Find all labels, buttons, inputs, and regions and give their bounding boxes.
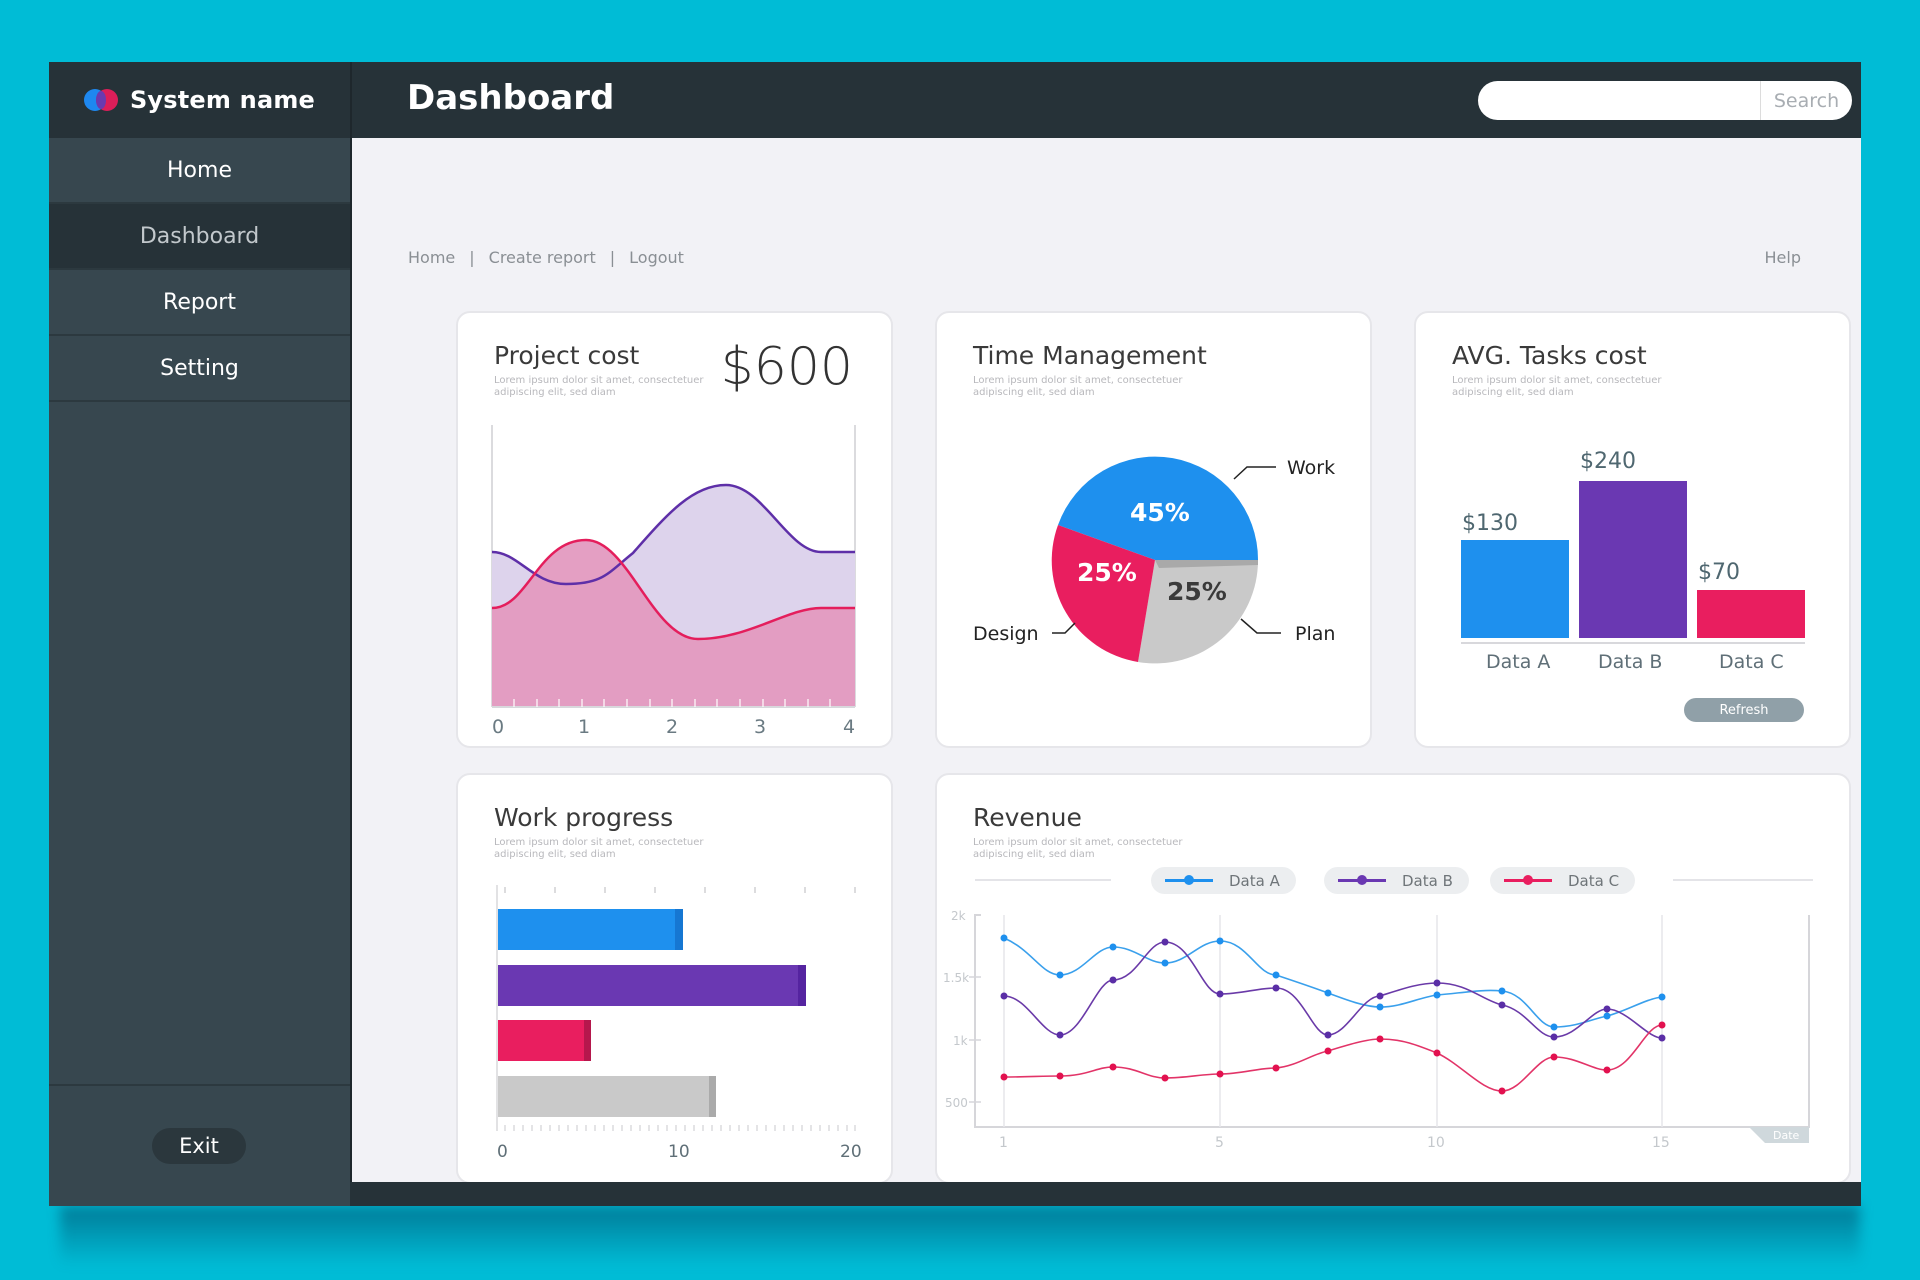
- card-revenue: Revenue Lorem ipsum dolor sit amet, cons…: [935, 773, 1851, 1184]
- bar-label-b: Data B: [1598, 651, 1662, 673]
- revenue-line-chart: 2k 1.5k 1k 500 1 5 10 15 Date: [943, 909, 1810, 1151]
- system-name: System name: [129, 86, 316, 114]
- sidebar-item-home[interactable]: Home: [49, 138, 350, 204]
- breadcrumb-separator: |: [609, 248, 616, 267]
- x-tick: 2: [666, 716, 678, 738]
- brand: System name: [49, 62, 350, 138]
- app-window: System name Home Dashboard Report Settin…: [49, 62, 1861, 1206]
- project-cost-area-chart: 0 1 2 3 4: [491, 425, 856, 738]
- legend-divider-left: [975, 879, 1111, 881]
- sidebar-item-report[interactable]: Report: [49, 270, 350, 336]
- breadcrumb-home[interactable]: Home: [408, 248, 456, 267]
- search-button[interactable]: Search: [1760, 81, 1852, 120]
- footer-bar: [352, 1182, 1861, 1206]
- pie-label-design: 25%: [1077, 558, 1137, 587]
- bar-value-c: $70: [1698, 560, 1740, 585]
- bar-value-a: $130: [1462, 511, 1518, 536]
- pie-label-work: 45%: [1130, 498, 1190, 527]
- refresh-button[interactable]: Refresh: [1684, 698, 1804, 722]
- card-subtitle: Lorem ipsum dolor sit amet, consectetuer…: [1452, 375, 1662, 398]
- y-tick: 2k: [951, 909, 966, 923]
- pie-legend-work: Work: [1287, 457, 1335, 479]
- card-subtitle: Lorem ipsum dolor sit amet, consectetuer…: [494, 375, 704, 398]
- card-time-management: Time Management Lorem ipsum dolor sit am…: [935, 311, 1372, 748]
- x-tick: 0: [492, 716, 504, 738]
- card-avg-tasks-cost: AVG. Tasks cost Lorem ipsum dolor sit am…: [1414, 311, 1851, 748]
- sidebar-divider: [49, 1084, 350, 1086]
- card-title: Project cost: [494, 341, 640, 370]
- main-content: Home | Create report | Logout Help Proje…: [352, 138, 1861, 1184]
- card-project-cost: Project cost Lorem ipsum dolor sit amet,…: [456, 311, 893, 748]
- card-subtitle: Lorem ipsum dolor sit amet, consectetuer…: [973, 837, 1183, 860]
- y-tick: 1.5k: [943, 971, 969, 985]
- card-title: Time Management: [973, 341, 1207, 370]
- x-tick: 10: [1427, 1135, 1445, 1151]
- card-title: Revenue: [973, 803, 1082, 832]
- pie-label-plan: 25%: [1167, 577, 1227, 606]
- card-title: Work progress: [494, 803, 674, 832]
- legend-label: Data A: [1229, 871, 1280, 890]
- card-work-progress: Work progress Lorem ipsum dolor sit amet…: [456, 773, 893, 1184]
- x-tick: 5: [1215, 1135, 1224, 1151]
- legend-divider-right: [1673, 879, 1813, 881]
- sidebar-item-setting[interactable]: Setting: [49, 336, 350, 402]
- x-tick: 3: [754, 716, 766, 738]
- exit-button[interactable]: Exit: [152, 1128, 246, 1164]
- card-title: AVG. Tasks cost: [1452, 341, 1647, 370]
- legend-data-b[interactable]: Data B: [1324, 867, 1469, 894]
- legend-label: Data B: [1402, 871, 1453, 890]
- page-title: Dashboard: [407, 78, 615, 118]
- breadcrumb-logout[interactable]: Logout: [629, 248, 684, 267]
- breadcrumb-separator: |: [469, 248, 475, 267]
- pie-legend-plan: Plan: [1295, 623, 1335, 645]
- logo-icon: [83, 89, 118, 111]
- help-link[interactable]: Help: [1764, 248, 1801, 267]
- x-tick: 15: [1652, 1135, 1670, 1151]
- legend-data-c[interactable]: Data C: [1490, 867, 1636, 894]
- x-tick: 1: [578, 716, 590, 738]
- bar-label-a: Data A: [1486, 651, 1550, 673]
- sidebar-nav: Home Dashboard Report Setting: [49, 138, 350, 402]
- y-tick: 500: [945, 1096, 968, 1110]
- x-tick: 1: [999, 1135, 1008, 1151]
- card-subtitle: Lorem ipsum dolor sit amet, consectetuer…: [973, 375, 1183, 398]
- line-marker-icon: [1165, 875, 1213, 885]
- line-marker-icon: [1504, 875, 1552, 885]
- pie-legend-design: Design: [973, 623, 1039, 645]
- y-tick: 1k: [953, 1034, 968, 1048]
- legend-label: Data C: [1568, 871, 1620, 890]
- top-header: Dashboard Search: [352, 62, 1861, 138]
- bar-value-b: $240: [1580, 449, 1636, 474]
- x-tick: 0: [497, 1142, 508, 1162]
- x-tick: 20: [840, 1142, 862, 1162]
- breadcrumb-create-report[interactable]: Create report: [488, 248, 596, 267]
- time-management-pie-chart: 45% 25% 25% Work Plan Design: [973, 456, 1335, 664]
- work-progress-bar-chart: 0 10 20: [496, 885, 862, 1162]
- x-tick: 4: [843, 716, 855, 738]
- avg-tasks-bar-chart: $130 $240 $70 Data A Data B Data C: [1461, 449, 1805, 673]
- card-subtitle: Lorem ipsum dolor sit amet, consectetuer…: [494, 837, 704, 860]
- sidebar-item-dashboard[interactable]: Dashboard: [49, 204, 350, 270]
- x-tick: 10: [668, 1142, 690, 1162]
- sidebar: System name Home Dashboard Report Settin…: [49, 62, 350, 1206]
- breadcrumb: Home | Create report | Logout: [408, 248, 684, 267]
- date-axis-label: Date: [1773, 1129, 1800, 1142]
- window-shadow: [60, 1206, 1860, 1266]
- line-marker-icon: [1338, 875, 1386, 885]
- vertical-divider: [350, 62, 352, 1182]
- project-cost-value: $600: [720, 337, 853, 397]
- bar-label-c: Data C: [1719, 651, 1784, 673]
- legend-data-a[interactable]: Data A: [1151, 867, 1296, 894]
- search-input[interactable]: [1478, 81, 1760, 120]
- search-box: Search: [1478, 81, 1852, 120]
